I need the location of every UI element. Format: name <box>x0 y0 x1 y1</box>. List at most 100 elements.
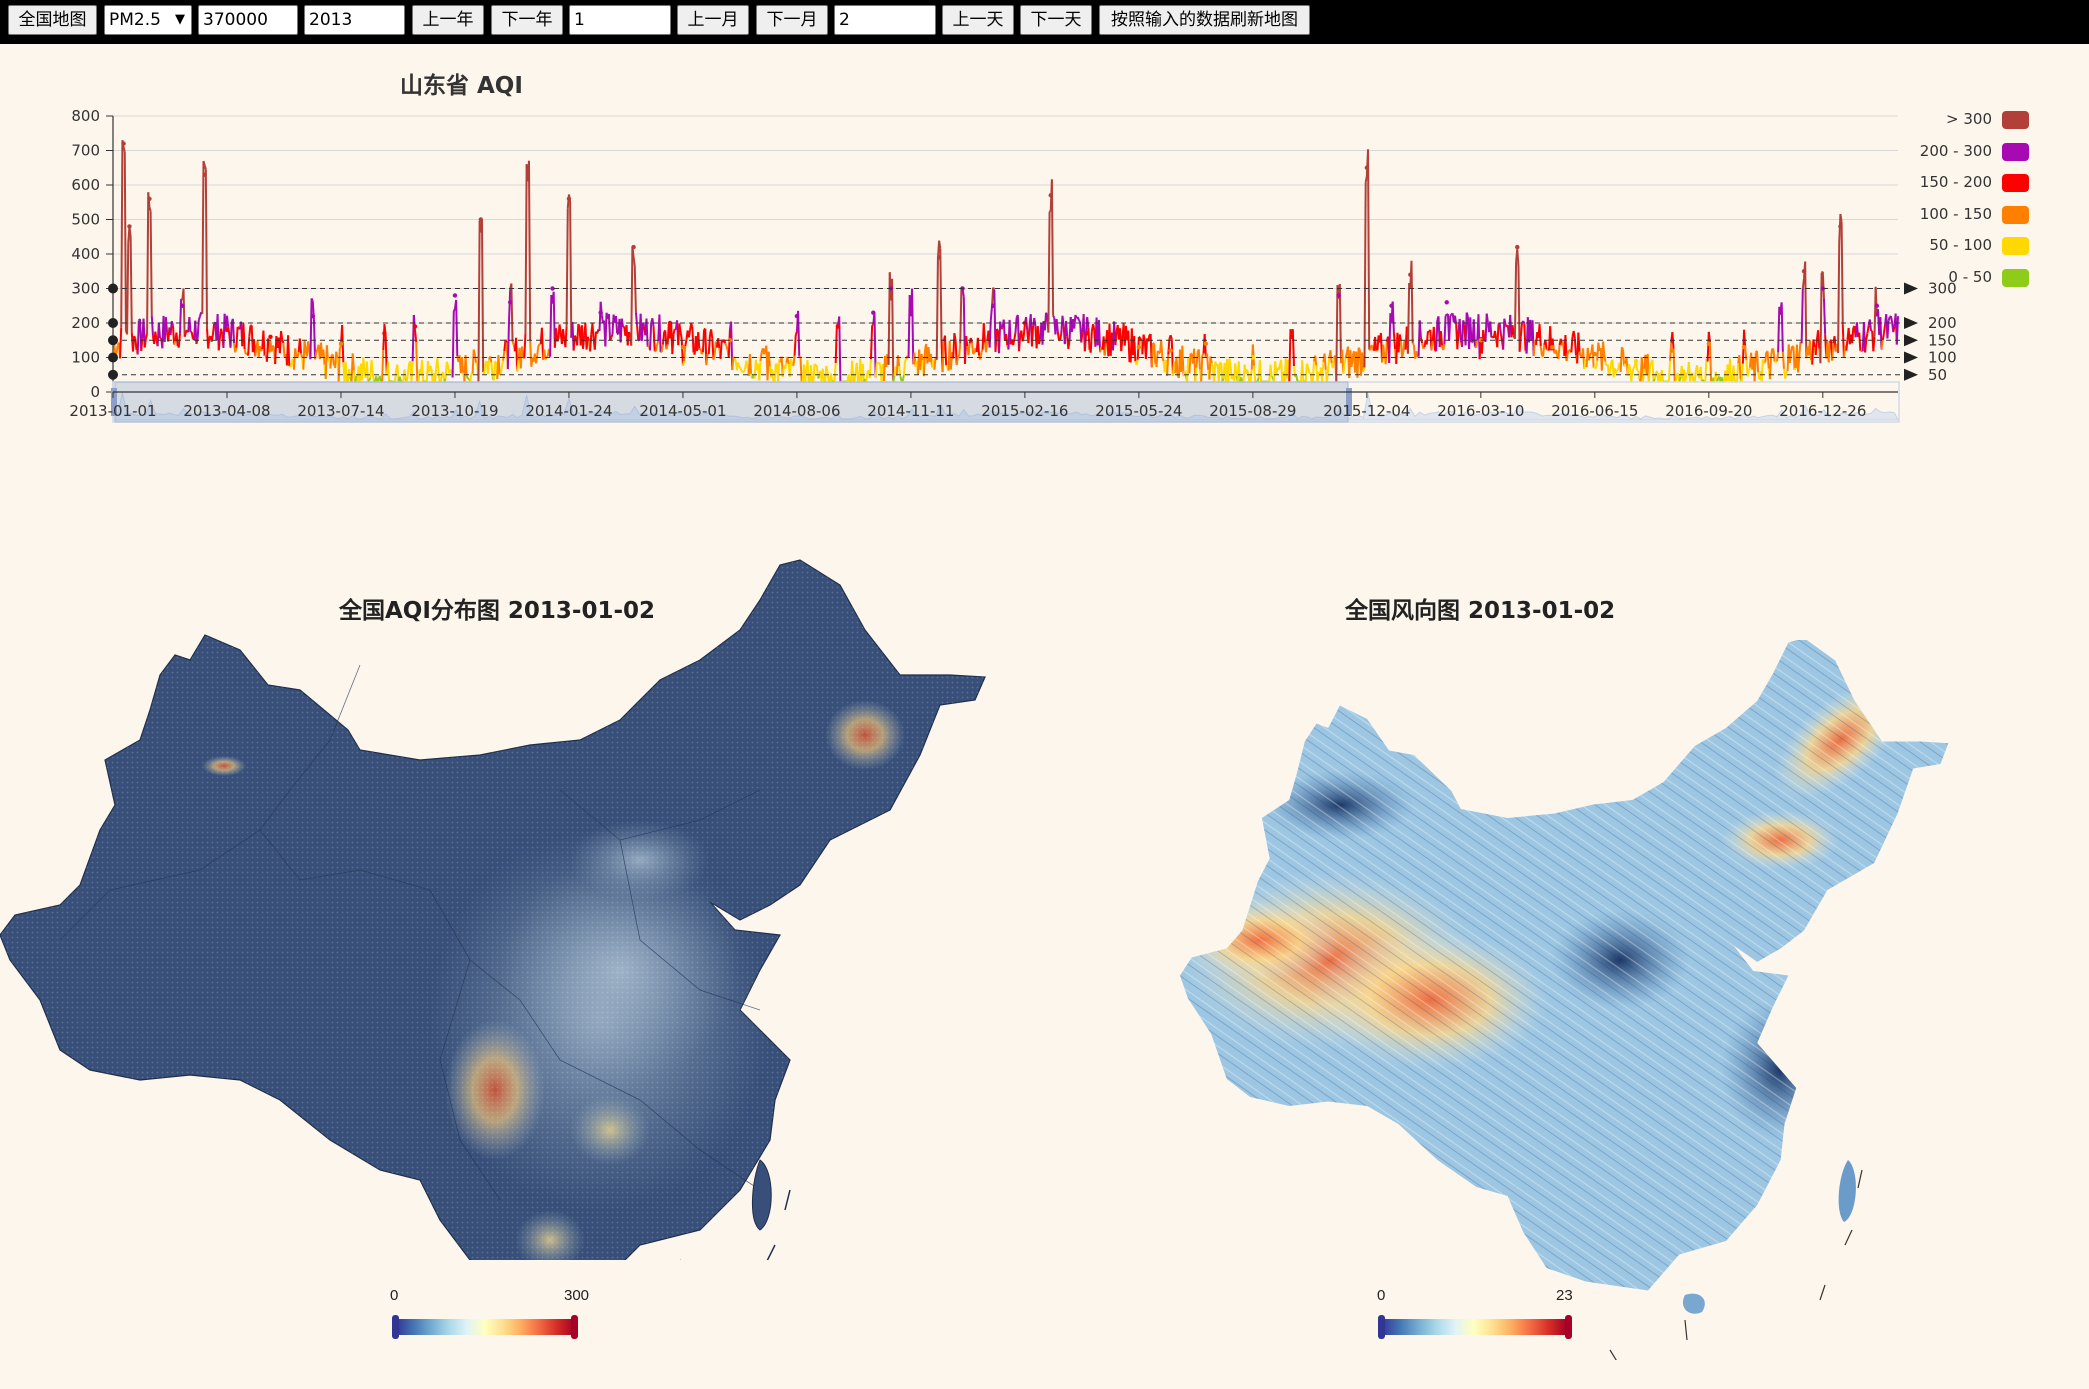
series-segment <box>1155 350 1159 368</box>
legend-label[interactable]: 200 - 300 <box>1919 141 1992 160</box>
wind-colorbar-min-handle[interactable] <box>1378 1315 1385 1339</box>
series-point[interactable] <box>835 324 841 329</box>
series-point[interactable] <box>1289 334 1294 339</box>
data-zoom-left-handle[interactable] <box>111 388 117 416</box>
series-point[interactable] <box>990 303 996 308</box>
series-point[interactable] <box>478 217 484 222</box>
series-segment <box>640 322 644 341</box>
series-point[interactable] <box>550 286 555 291</box>
series-point[interactable] <box>310 313 315 319</box>
legend-swatch[interactable] <box>2002 174 2029 192</box>
legend-label[interactable]: 0 - 50 <box>1948 267 1992 286</box>
series-point[interactable] <box>127 224 132 229</box>
series-point[interactable] <box>382 331 387 336</box>
series-point[interactable] <box>1444 300 1449 305</box>
aqi-colorbar-min-handle[interactable] <box>392 1315 399 1339</box>
series-segment <box>235 326 239 348</box>
series-point[interactable] <box>121 141 126 146</box>
series-segment <box>1314 355 1318 366</box>
series-point[interactable] <box>1633 358 1639 364</box>
national-map-button[interactable]: 全国地图 <box>8 5 97 35</box>
series-point[interactable] <box>180 303 185 308</box>
series-segment <box>1022 323 1026 337</box>
data-zoom-right-handle[interactable] <box>1346 388 1352 416</box>
series-point[interactable] <box>794 313 800 319</box>
series-point[interactable] <box>598 310 603 315</box>
month-input[interactable]: 1 <box>569 5 671 35</box>
legend-label[interactable]: 150 - 200 <box>1919 173 1992 191</box>
series-point[interactable] <box>1478 338 1484 343</box>
series-point[interactable] <box>1136 344 1142 350</box>
series-point[interactable] <box>1336 293 1341 298</box>
next-month-button[interactable]: 下一月 <box>756 5 828 35</box>
series-segment <box>582 335 586 349</box>
aqi-colorbar-max-handle[interactable] <box>571 1315 578 1339</box>
series-point[interactable] <box>338 341 344 346</box>
series-point[interactable] <box>525 165 531 170</box>
next-day-button[interactable]: 下一天 <box>1020 5 1092 35</box>
legend-swatch[interactable] <box>2002 205 2029 224</box>
series-point[interactable] <box>1801 269 1807 274</box>
region-code-input[interactable]: 370000 <box>198 5 298 35</box>
series-point[interactable] <box>1084 331 1090 336</box>
series-point[interactable] <box>1874 303 1880 308</box>
series-point[interactable] <box>1778 310 1783 315</box>
series-point[interactable] <box>936 255 942 260</box>
series-point[interactable] <box>1048 193 1053 198</box>
legend-swatch[interactable] <box>2002 111 2029 129</box>
series-point[interactable] <box>202 172 207 177</box>
wind-map[interactable] <box>1180 640 2089 1360</box>
series-point[interactable] <box>268 334 273 339</box>
aqi-map[interactable] <box>0 540 1000 1260</box>
data-zoom-slider[interactable] <box>111 381 1900 423</box>
series-point[interactable] <box>1168 348 1173 353</box>
mark-line-label: 100 <box>1928 349 1957 367</box>
series-segment <box>164 317 169 333</box>
series-point[interactable] <box>147 196 152 201</box>
series-point[interactable] <box>908 300 914 305</box>
series-point[interactable] <box>667 320 673 326</box>
series-point[interactable] <box>1838 224 1843 229</box>
legend-swatch[interactable] <box>2002 237 2029 255</box>
series-point[interactable] <box>412 324 418 329</box>
series-point[interactable] <box>762 348 768 353</box>
series-point[interactable] <box>1515 244 1520 250</box>
next-year-button[interactable]: 下一年 <box>491 5 563 35</box>
legend-swatch[interactable] <box>2002 142 2029 161</box>
year-input[interactable]: 2013 <box>304 5 405 35</box>
series-segment <box>620 318 624 328</box>
series-point[interactable] <box>1203 341 1209 346</box>
series-point[interactable] <box>1250 355 1256 360</box>
series-point[interactable] <box>1741 344 1747 350</box>
wind-colorbar-max-handle[interactable] <box>1565 1315 1572 1339</box>
series-point[interactable] <box>1592 351 1598 357</box>
series-point[interactable] <box>507 300 513 305</box>
series-point[interactable] <box>1550 344 1555 350</box>
refresh-map-button[interactable]: 按照输入的数据刷新地图 <box>1099 5 1310 35</box>
series-segment <box>469 373 473 382</box>
series-segment <box>520 346 525 357</box>
series-point[interactable] <box>871 310 876 315</box>
prev-year-button[interactable]: 上一年 <box>412 5 484 35</box>
prev-day-button[interactable]: 上一天 <box>942 5 1014 35</box>
legend-label[interactable]: 50 - 100 <box>1929 236 1992 254</box>
series-point[interactable] <box>1364 165 1370 170</box>
series-point[interactable] <box>1706 341 1712 346</box>
legend-label[interactable]: > 300 <box>1946 110 1992 128</box>
series-point[interactable] <box>452 293 458 298</box>
legend-label[interactable]: 100 - 150 <box>1919 204 1992 223</box>
series-segment <box>1388 313 1392 363</box>
series-point[interactable] <box>566 196 572 201</box>
legend-swatch[interactable] <box>2002 268 2029 287</box>
series-point[interactable] <box>680 344 686 350</box>
day-input[interactable]: 2 <box>834 5 936 35</box>
series-point[interactable] <box>224 327 230 333</box>
series-point[interactable] <box>1820 286 1825 291</box>
series-point[interactable] <box>1389 303 1394 308</box>
data-zoom-window[interactable] <box>114 381 1349 423</box>
series-point[interactable] <box>1670 348 1675 353</box>
series-point[interactable] <box>1408 272 1413 277</box>
series-point[interactable] <box>631 244 636 250</box>
prev-month-button[interactable]: 上一月 <box>677 5 749 35</box>
pollutant-select[interactable]: PM2.5 ▼ <box>104 5 192 35</box>
